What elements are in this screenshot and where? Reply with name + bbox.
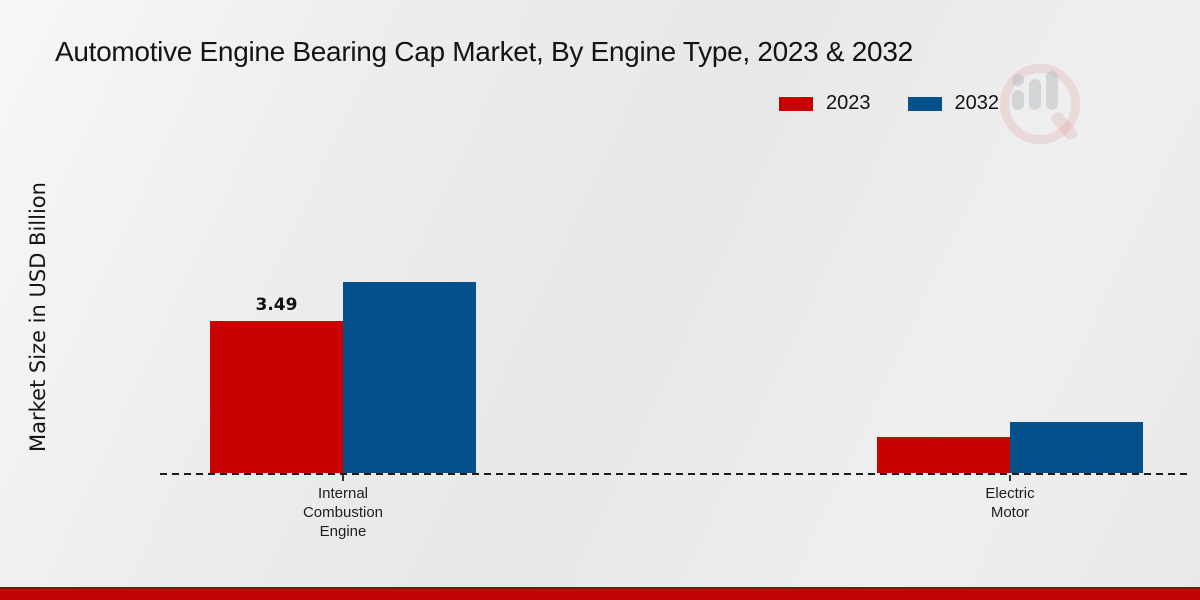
- x-axis-tick: [1009, 475, 1011, 481]
- chart-title: Automotive Engine Bearing Cap Market, By…: [55, 36, 913, 67]
- logo-dot-icon: [1012, 74, 1024, 86]
- logo-bar-icon: [1029, 79, 1041, 110]
- logo-bar-icon: [1046, 71, 1058, 110]
- legend: 2023 2032: [778, 92, 999, 115]
- logo-bar-icon: [1012, 90, 1024, 110]
- legend-label-2032: 2032: [954, 92, 1000, 114]
- legend-item-2032[interactable]: 2032: [906, 92, 1000, 115]
- magnifier-handle-icon: [1048, 109, 1081, 143]
- bar-chart-magnifier-logo-icon: [998, 62, 1088, 144]
- y-axis-label: Market Size in USD Billion: [26, 182, 50, 452]
- footer-red-strip: [0, 587, 1200, 600]
- magnifier-ring-icon: [1000, 64, 1080, 144]
- bar-2023-internal-combustion-engine[interactable]: 3.49: [210, 295, 343, 473]
- legend-label-2023: 2023: [826, 92, 871, 114]
- legend-item-2023[interactable]: 2023: [778, 92, 871, 115]
- x-axis-tick: [342, 475, 344, 481]
- category-label-electric-motor: Electric Motor: [985, 485, 1035, 521]
- legend-swatch-2023: [778, 95, 814, 112]
- bar-2032-internal-combustion-engine[interactable]: [343, 282, 476, 473]
- legend-swatch-2032: [906, 95, 943, 112]
- bar-value-label: 3.49: [255, 295, 298, 315]
- zero-baseline-dashed: [160, 473, 1188, 475]
- bar-2032-electric-motor[interactable]: [1010, 422, 1143, 473]
- bar-2023-electric-motor[interactable]: [877, 437, 1010, 473]
- category-label-internal-combustion-engine: Internal Combustion Engine: [302, 485, 384, 540]
